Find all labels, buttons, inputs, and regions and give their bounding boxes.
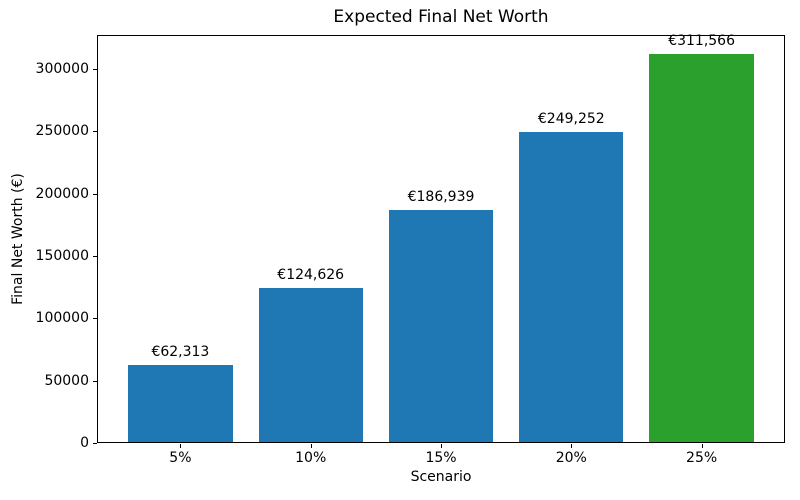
y-tick-mark xyxy=(93,68,97,70)
chart-title: Expected Final Net Worth xyxy=(333,7,549,27)
x-axis-label: Scenario xyxy=(410,469,472,485)
bar-value-label: €249,252 xyxy=(537,111,605,128)
bar-value-label: €311,566 xyxy=(668,33,735,50)
y-tick-mark xyxy=(93,380,97,382)
x-tick-mark xyxy=(701,444,703,448)
bar xyxy=(519,132,624,442)
x-tick-mark xyxy=(571,444,573,448)
y-tick-mark xyxy=(93,193,97,195)
y-tick-label: 250000 xyxy=(35,123,89,140)
x-tick-label: 5% xyxy=(169,450,192,466)
x-tick-label: 10% xyxy=(295,450,327,466)
bar-value-label: €186,939 xyxy=(407,188,475,205)
y-tick-label: 300000 xyxy=(35,60,89,77)
y-tick-label: 50000 xyxy=(44,372,89,389)
plot-area xyxy=(93,35,785,448)
bar xyxy=(258,287,363,442)
bar xyxy=(388,209,494,442)
y-tick-mark xyxy=(93,255,97,257)
x-tick-label: 15% xyxy=(425,450,457,466)
x-tick-mark xyxy=(310,444,312,448)
y-tick-mark xyxy=(93,131,97,133)
y-tick-label: 0 xyxy=(80,435,89,451)
x-tick-mark xyxy=(180,444,182,448)
y-tick-label: 150000 xyxy=(35,247,89,264)
bar-value-label: €62,313 xyxy=(151,344,210,361)
y-tick-mark xyxy=(93,443,97,444)
bar-value-label: €124,626 xyxy=(277,266,345,283)
x-tick-mark xyxy=(441,444,442,448)
x-tick-label: 20% xyxy=(555,450,587,466)
y-tick-mark xyxy=(93,318,97,320)
y-tick-label: 100000 xyxy=(35,310,89,327)
bar xyxy=(128,365,233,442)
x-tick-label: 25% xyxy=(686,450,718,466)
y-tick-label: 200000 xyxy=(35,185,89,202)
bar xyxy=(649,54,754,442)
